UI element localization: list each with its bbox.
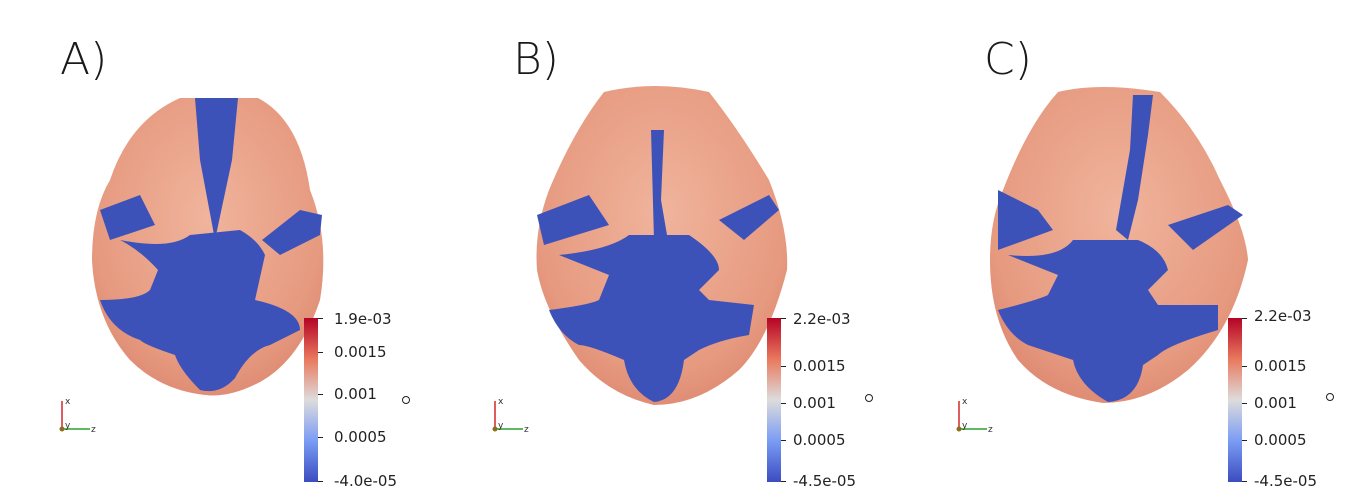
panel-a: A) 1.9e-03 0.0015 0.001 0.0005 -4.0e-05 … (0, 0, 449, 494)
tick-mark (318, 318, 323, 319)
point-marker (402, 396, 410, 404)
axis-y-label: y (65, 421, 71, 431)
axis-z-label: z (524, 425, 529, 435)
orientation-axes: x y z (59, 397, 96, 435)
colorbar (767, 318, 781, 482)
tick-mark (318, 352, 323, 353)
colorbar-min-label: -4.5e-05 (1254, 472, 1317, 490)
colorbar-tick-label: 0.001 (793, 394, 836, 412)
tick-mark (1242, 403, 1247, 404)
tick-mark (781, 440, 786, 441)
orientation-axes: x y z (492, 397, 529, 435)
panel-c: C) 2.2e-03 0.0015 0.001 0.0005 -4.5e-05 … (898, 0, 1347, 494)
colorbar (304, 318, 318, 482)
tick-mark (1242, 318, 1247, 319)
colorbar-tick-label: 0.001 (334, 385, 377, 403)
colorbar-max-label: 1.9e-03 (334, 310, 392, 328)
tick-mark (781, 481, 786, 482)
colorbar-min-label: -4.0e-05 (334, 472, 397, 490)
colorbar-tick-label: 0.0005 (1254, 431, 1307, 449)
surface-render (92, 98, 324, 396)
colorbar-tick-label: 0.0015 (1254, 357, 1307, 375)
tick-mark (781, 403, 786, 404)
panel-label: B) (513, 34, 559, 85)
surface-render (990, 87, 1248, 403)
orientation-axes: x y z (956, 397, 993, 435)
axis-z-label: z (988, 425, 993, 435)
axis-y-label: y (962, 421, 968, 431)
axis-x-label: x (498, 397, 504, 407)
colorbar-tick-label: 0.0015 (334, 343, 387, 361)
axis-y-label: y (498, 421, 504, 431)
surface-render (536, 86, 788, 405)
colorbar-tick-label: 0.0005 (334, 428, 387, 446)
panel-label: C) (984, 34, 1032, 85)
colorbar-tick-label: 0.001 (1254, 394, 1297, 412)
tick-mark (318, 437, 323, 438)
point-marker (865, 394, 873, 402)
tick-mark (781, 318, 786, 319)
tick-mark (1242, 366, 1247, 367)
axis-x-label: x (65, 397, 71, 407)
axis-z-label: z (91, 425, 96, 435)
colorbar-min-label: -4.5e-05 (793, 472, 856, 490)
tick-mark (318, 394, 323, 395)
tick-mark (1242, 481, 1247, 482)
colorbar-max-label: 2.2e-03 (1254, 307, 1312, 325)
tick-mark (781, 366, 786, 367)
point-marker (1326, 393, 1334, 401)
tick-mark (318, 481, 323, 482)
axis-x-label: x (962, 397, 968, 407)
panel-label: A) (60, 34, 108, 85)
tick-mark (1242, 440, 1247, 441)
colorbar-max-label: 2.2e-03 (793, 310, 851, 328)
colorbar-tick-label: 0.0005 (793, 431, 846, 449)
colorbar (1228, 318, 1242, 482)
panel-b: B) 2.2e-03 0.0015 0.001 0.0005 -4.5e-05 … (449, 0, 898, 494)
colorbar-tick-label: 0.0015 (793, 357, 846, 375)
